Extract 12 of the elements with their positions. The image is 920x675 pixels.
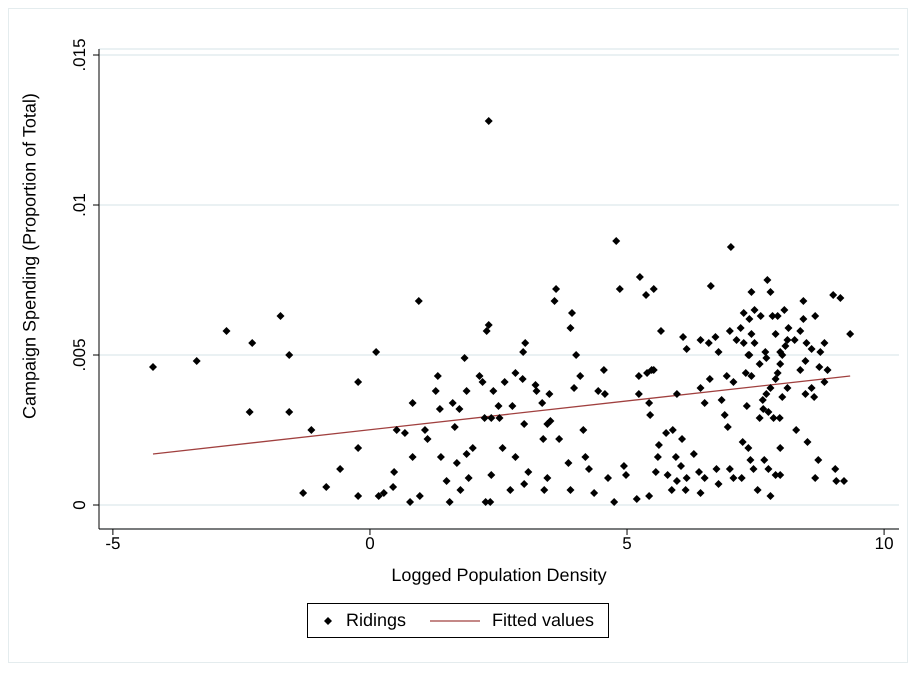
y-tick-label: .01 (70, 193, 89, 217)
x-axis-title: Logged Population Density (391, 565, 607, 585)
y-axis-title: Campaign Spending (Proportion of Total) (19, 93, 40, 419)
x-tick-label: 5 (622, 534, 632, 554)
legend-label: Fitted values (492, 610, 594, 631)
y-tick-label: .015 (70, 38, 89, 72)
legend-label: Ridings (346, 610, 406, 631)
x-tick-label: 10 (874, 534, 894, 554)
y-tick-label: .005 (70, 338, 89, 372)
x-tick-label: -5 (105, 534, 120, 554)
y-tick-label: 0 (70, 500, 89, 510)
x-tick-label: 0 (365, 534, 375, 554)
